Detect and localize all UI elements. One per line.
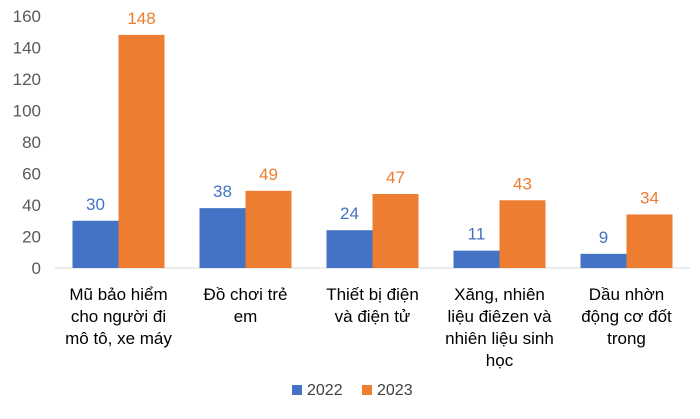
legend-label-2022: 2022 xyxy=(307,382,343,399)
bar-2022-2 xyxy=(326,230,373,268)
category-label-line: Đồ chơi trẻ xyxy=(204,285,288,304)
y-axis-ticks: 0 20 40 60 80 100 120 140 160 xyxy=(13,7,41,278)
bar-2023-3 xyxy=(499,200,546,268)
bars xyxy=(72,34,673,269)
bar-2022-3 xyxy=(453,250,500,268)
data-label-2022-1: 38 xyxy=(213,182,232,201)
data-label-2023-2: 47 xyxy=(386,168,405,187)
y-tick-label: 100 xyxy=(13,102,41,121)
category-label-4: Dầu nhờn động cơ đốt trong xyxy=(581,285,672,348)
data-label-2023-3: 43 xyxy=(513,174,532,193)
y-tick-label: 120 xyxy=(13,70,41,89)
category-label-line: trong xyxy=(607,329,646,348)
y-tick-label: 20 xyxy=(22,228,41,247)
category-label-3: Xăng, nhiên liệu điêzen và nhiên liệu sinh… xyxy=(445,285,554,370)
data-label-2023-4: 34 xyxy=(640,188,659,207)
category-label-line: liệu điêzen và xyxy=(448,307,553,326)
data-label-2022-4: 9 xyxy=(599,228,608,247)
bar-2022-0 xyxy=(72,220,119,268)
y-tick-label: 0 xyxy=(32,259,41,278)
data-label-2022-0: 30 xyxy=(86,195,105,214)
data-label-2023-0: 148 xyxy=(127,9,155,28)
y-tick-label: 40 xyxy=(22,196,41,215)
category-label-2: Thiết bị điện và điện tử xyxy=(326,285,419,326)
data-label-2022-2: 24 xyxy=(340,204,359,223)
category-label-line: động cơ đốt xyxy=(581,307,672,326)
category-label-line: và điện tử xyxy=(335,307,411,326)
category-label-line: nhiên liệu sinh xyxy=(445,329,554,348)
bar-2022-1 xyxy=(199,208,246,268)
bar-2023-4 xyxy=(626,214,673,268)
category-label-1: Đồ chơi trẻ em xyxy=(204,285,288,326)
category-labels: Mũ bảo hiểm cho người đi mô tô, xe máy Đồ c… xyxy=(65,285,672,370)
bar-2023-2 xyxy=(372,193,419,268)
bar-2022-4 xyxy=(580,253,627,268)
bar-2023-0 xyxy=(118,34,165,269)
data-label-2023-1: 49 xyxy=(259,165,278,184)
y-tick-label: 160 xyxy=(13,7,41,26)
bar-2023-1 xyxy=(245,190,292,268)
y-tick-label: 140 xyxy=(13,39,41,58)
category-label-line: Dầu nhờn xyxy=(589,285,664,304)
category-label-line: em xyxy=(234,307,258,326)
legend: 2022 2023 xyxy=(292,382,413,399)
data-labels: 30 38 24 11 9 148 49 47 43 34 xyxy=(86,9,659,247)
category-label-line: Mũ bảo hiểm xyxy=(69,285,167,304)
legend-swatch-2022 xyxy=(292,385,302,395)
category-label-line: Thiết bị điện xyxy=(326,285,419,304)
data-label-2022-3: 11 xyxy=(468,225,486,244)
y-tick-label: 80 xyxy=(22,133,41,152)
category-label-line: mô tô, xe máy xyxy=(65,329,172,348)
legend-label-2023: 2023 xyxy=(377,382,413,399)
category-label-line: Xăng, nhiên xyxy=(454,285,545,304)
category-label-0: Mũ bảo hiểm cho người đi mô tô, xe máy xyxy=(65,285,172,348)
category-label-line: cho người đi xyxy=(71,307,166,326)
y-tick-label: 60 xyxy=(22,165,41,184)
category-label-line: học xyxy=(486,351,514,370)
legend-swatch-2023 xyxy=(362,385,372,395)
